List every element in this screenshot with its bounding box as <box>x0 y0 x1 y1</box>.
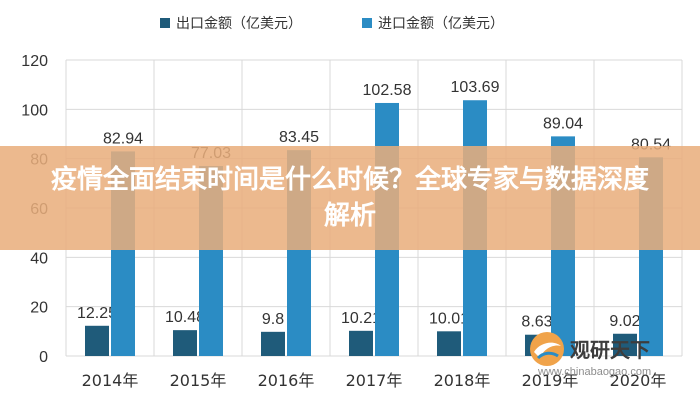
data-label: 102.58 <box>363 82 412 99</box>
data-label: 10.01 <box>429 310 469 327</box>
data-label: 12.25 <box>77 305 117 322</box>
y-tick-label: 40 <box>30 250 48 267</box>
bar <box>261 331 285 356</box>
brand-logo-icon <box>530 332 564 366</box>
data-label: 82.94 <box>103 130 143 147</box>
bar <box>173 330 197 356</box>
headline-title: 疫情全面结束时间是什么时候？全球专家与数据深度解析 <box>50 165 649 231</box>
x-tick-label: 2020年 <box>610 371 667 390</box>
watermark-brand: 观研天下 <box>570 338 650 362</box>
bar <box>613 333 637 356</box>
data-label: 10.21 <box>341 310 381 327</box>
legend-label: 进口金额（亿美元） <box>378 16 504 32</box>
bar <box>85 325 109 356</box>
bar <box>349 330 373 356</box>
data-label: 83.45 <box>279 129 319 146</box>
watermark-url: www.chinabaogao.com <box>538 366 652 378</box>
x-tick-label: 2019年 <box>522 371 579 390</box>
legend-swatch <box>160 18 170 28</box>
legend-swatch <box>362 18 372 28</box>
watermark: 观研天下 www.chinabaogao.com <box>528 330 694 394</box>
y-tick-label: 20 <box>30 300 48 317</box>
data-label: 10.48 <box>165 309 205 326</box>
x-tick-label: 2014年 <box>82 371 139 390</box>
data-label: 9.02 <box>609 313 640 330</box>
y-tick-label: 0 <box>39 349 48 366</box>
y-tick-label: 120 <box>21 53 48 70</box>
x-tick-label: 2015年 <box>170 371 227 390</box>
legend-label: 出口金额（亿美元） <box>176 16 302 32</box>
y-tick-label: 100 <box>21 102 48 119</box>
bar <box>437 331 461 356</box>
headline-banner: 疫情全面结束时间是什么时候？全球专家与数据深度解析 <box>0 146 700 250</box>
data-label: 89.04 <box>543 115 583 132</box>
data-label: 9.8 <box>262 311 284 328</box>
x-tick-label: 2018年 <box>434 371 491 390</box>
x-tick-label: 2016年 <box>258 371 315 390</box>
x-tick-label: 2017年 <box>346 371 403 390</box>
data-label: 103.69 <box>451 79 500 96</box>
data-label: 8.63 <box>521 314 552 331</box>
